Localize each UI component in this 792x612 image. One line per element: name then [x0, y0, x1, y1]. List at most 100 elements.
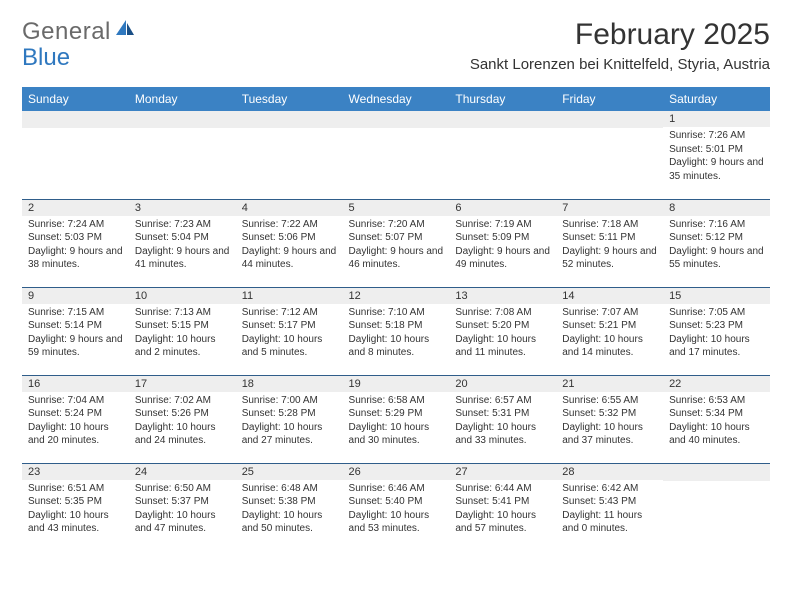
day-details: Sunrise: 6:50 AMSunset: 5:37 PMDaylight:…: [129, 480, 236, 540]
sunset-text: Sunset: 5:12 PM: [669, 231, 764, 245]
sunrise-text: Sunrise: 6:46 AM: [349, 482, 444, 496]
calendar-day-cell: [449, 111, 556, 199]
calendar-day-cell: 18Sunrise: 7:00 AMSunset: 5:28 PMDayligh…: [236, 375, 343, 463]
calendar-day-cell: 24Sunrise: 6:50 AMSunset: 5:37 PMDayligh…: [129, 463, 236, 551]
month-title: February 2025: [470, 18, 770, 52]
daylight-text: Daylight: 10 hours and 47 minutes.: [135, 509, 230, 536]
day-number: [449, 111, 556, 128]
day-details: Sunrise: 6:48 AMSunset: 5:38 PMDaylight:…: [236, 480, 343, 540]
day-number: 10: [129, 288, 236, 304]
sunrise-text: Sunrise: 7:02 AM: [135, 394, 230, 408]
sunset-text: Sunset: 5:21 PM: [562, 319, 657, 333]
day-details: Sunrise: 7:07 AMSunset: 5:21 PMDaylight:…: [556, 304, 663, 364]
day-details: Sunrise: 6:57 AMSunset: 5:31 PMDaylight:…: [449, 392, 556, 452]
sunset-text: Sunset: 5:24 PM: [28, 407, 123, 421]
sunset-text: Sunset: 5:40 PM: [349, 495, 444, 509]
calendar-page: General February 2025 Sankt Lorenzen bei…: [0, 0, 792, 551]
day-details: Sunrise: 7:19 AMSunset: 5:09 PMDaylight:…: [449, 216, 556, 276]
day-details: Sunrise: 7:16 AMSunset: 5:12 PMDaylight:…: [663, 216, 770, 276]
sunset-text: Sunset: 5:14 PM: [28, 319, 123, 333]
sunrise-text: Sunrise: 6:44 AM: [455, 482, 550, 496]
daylight-text: Daylight: 10 hours and 8 minutes.: [349, 333, 444, 360]
sunset-text: Sunset: 5:17 PM: [242, 319, 337, 333]
sunrise-text: Sunrise: 7:24 AM: [28, 218, 123, 232]
calendar-day-cell: [129, 111, 236, 199]
sunrise-text: Sunrise: 7:19 AM: [455, 218, 550, 232]
daylight-text: Daylight: 10 hours and 40 minutes.: [669, 421, 764, 448]
calendar-day-cell: 2Sunrise: 7:24 AMSunset: 5:03 PMDaylight…: [22, 199, 129, 287]
sunset-text: Sunset: 5:34 PM: [669, 407, 764, 421]
day-number: 6: [449, 200, 556, 216]
day-details: Sunrise: 7:02 AMSunset: 5:26 PMDaylight:…: [129, 392, 236, 452]
day-number: 23: [22, 464, 129, 480]
daylight-text: Daylight: 10 hours and 57 minutes.: [455, 509, 550, 536]
daylight-text: Daylight: 11 hours and 0 minutes.: [562, 509, 657, 536]
weekday-header: Sunday: [22, 87, 129, 111]
day-number: 1: [663, 111, 770, 127]
sunset-text: Sunset: 5:06 PM: [242, 231, 337, 245]
day-number: 25: [236, 464, 343, 480]
day-details: Sunrise: 7:22 AMSunset: 5:06 PMDaylight:…: [236, 216, 343, 276]
weekday-header: Monday: [129, 87, 236, 111]
weekday-header: Saturday: [663, 87, 770, 111]
calendar-day-cell: [556, 111, 663, 199]
day-details: Sunrise: 7:20 AMSunset: 5:07 PMDaylight:…: [343, 216, 450, 276]
sunset-text: Sunset: 5:38 PM: [242, 495, 337, 509]
logo-sail-icon: [114, 17, 136, 45]
sunrise-text: Sunrise: 7:26 AM: [669, 129, 764, 143]
day-number: 21: [556, 376, 663, 392]
sunrise-text: Sunrise: 6:48 AM: [242, 482, 337, 496]
day-number: [663, 464, 770, 481]
sunset-text: Sunset: 5:11 PM: [562, 231, 657, 245]
sunset-text: Sunset: 5:37 PM: [135, 495, 230, 509]
day-number: [129, 111, 236, 128]
sunset-text: Sunset: 5:29 PM: [349, 407, 444, 421]
day-number: 7: [556, 200, 663, 216]
day-number: 4: [236, 200, 343, 216]
day-details: Sunrise: 6:46 AMSunset: 5:40 PMDaylight:…: [343, 480, 450, 540]
sunset-text: Sunset: 5:26 PM: [135, 407, 230, 421]
sunset-text: Sunset: 5:32 PM: [562, 407, 657, 421]
sunset-text: Sunset: 5:03 PM: [28, 231, 123, 245]
day-details: Sunrise: 7:26 AMSunset: 5:01 PMDaylight:…: [663, 127, 770, 187]
day-number: 16: [22, 376, 129, 392]
daylight-text: Daylight: 9 hours and 41 minutes.: [135, 245, 230, 272]
page-header: General February 2025 Sankt Lorenzen bei…: [22, 18, 770, 73]
day-number: 8: [663, 200, 770, 216]
day-number: 27: [449, 464, 556, 480]
day-details: Sunrise: 7:12 AMSunset: 5:17 PMDaylight:…: [236, 304, 343, 364]
sunrise-text: Sunrise: 6:58 AM: [349, 394, 444, 408]
calendar-day-cell: 11Sunrise: 7:12 AMSunset: 5:17 PMDayligh…: [236, 287, 343, 375]
calendar-day-cell: 5Sunrise: 7:20 AMSunset: 5:07 PMDaylight…: [343, 199, 450, 287]
calendar-day-cell: 28Sunrise: 6:42 AMSunset: 5:43 PMDayligh…: [556, 463, 663, 551]
day-number: [22, 111, 129, 128]
day-number: 24: [129, 464, 236, 480]
sunrise-text: Sunrise: 7:18 AM: [562, 218, 657, 232]
calendar-day-cell: 20Sunrise: 6:57 AMSunset: 5:31 PMDayligh…: [449, 375, 556, 463]
day-details: Sunrise: 7:18 AMSunset: 5:11 PMDaylight:…: [556, 216, 663, 276]
weekday-header: Wednesday: [343, 87, 450, 111]
daylight-text: Daylight: 10 hours and 11 minutes.: [455, 333, 550, 360]
calendar-day-cell: 16Sunrise: 7:04 AMSunset: 5:24 PMDayligh…: [22, 375, 129, 463]
day-number: [556, 111, 663, 128]
day-details: Sunrise: 6:44 AMSunset: 5:41 PMDaylight:…: [449, 480, 556, 540]
daylight-text: Daylight: 10 hours and 20 minutes.: [28, 421, 123, 448]
day-number: 26: [343, 464, 450, 480]
day-number: 22: [663, 376, 770, 392]
sunset-text: Sunset: 5:09 PM: [455, 231, 550, 245]
day-number: 11: [236, 288, 343, 304]
calendar-day-cell: 6Sunrise: 7:19 AMSunset: 5:09 PMDaylight…: [449, 199, 556, 287]
day-details: Sunrise: 6:53 AMSunset: 5:34 PMDaylight:…: [663, 392, 770, 452]
sunrise-text: Sunrise: 6:53 AM: [669, 394, 764, 408]
calendar-day-cell: 17Sunrise: 7:02 AMSunset: 5:26 PMDayligh…: [129, 375, 236, 463]
sunrise-text: Sunrise: 7:08 AM: [455, 306, 550, 320]
calendar-day-cell: 8Sunrise: 7:16 AMSunset: 5:12 PMDaylight…: [663, 199, 770, 287]
calendar-day-cell: 14Sunrise: 7:07 AMSunset: 5:21 PMDayligh…: [556, 287, 663, 375]
calendar-day-cell: [343, 111, 450, 199]
day-number: 12: [343, 288, 450, 304]
daylight-text: Daylight: 9 hours and 46 minutes.: [349, 245, 444, 272]
day-details: Sunrise: 7:23 AMSunset: 5:04 PMDaylight:…: [129, 216, 236, 276]
sunrise-text: Sunrise: 7:23 AM: [135, 218, 230, 232]
day-number: [236, 111, 343, 128]
daylight-text: Daylight: 10 hours and 5 minutes.: [242, 333, 337, 360]
